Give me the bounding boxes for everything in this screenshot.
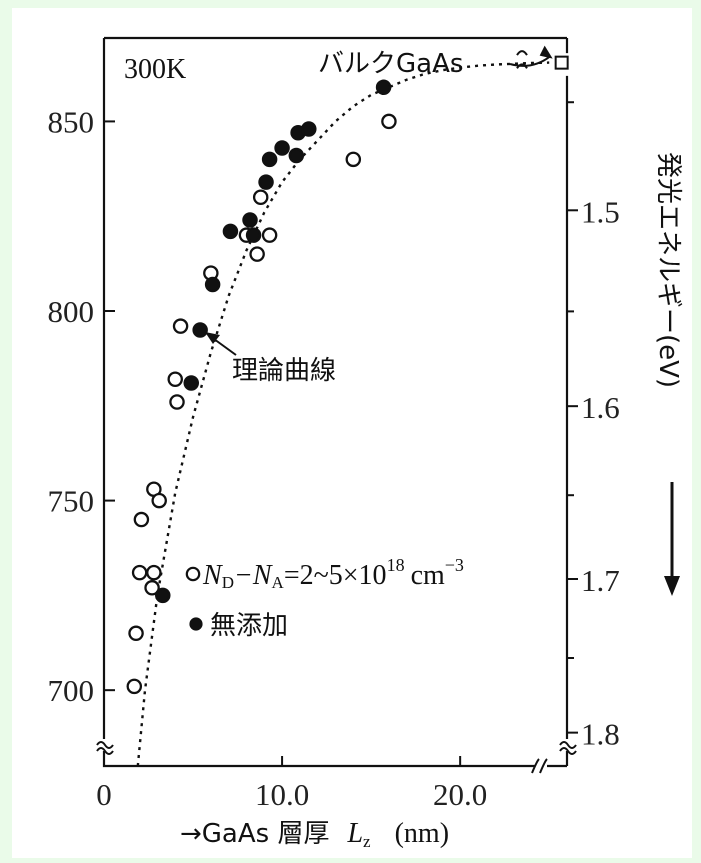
legend-doped-label: ND−NA=2~5×1018 cm−3 bbox=[202, 555, 464, 592]
filled-data-point bbox=[288, 147, 305, 164]
bulk-arrow-line bbox=[509, 55, 551, 67]
open-data-point bbox=[133, 511, 150, 528]
filled-data-point bbox=[222, 223, 239, 240]
legend-na-symbol: −N bbox=[234, 560, 273, 591]
labels-group: 700 750 800 850 0 10.0 20.0 1.5 1.6 1.7 1.8 300K バルク… bbox=[48, 49, 684, 851]
open-data-point bbox=[144, 580, 160, 596]
open-marker-series bbox=[126, 113, 397, 695]
x-axis-symbol: L bbox=[346, 818, 363, 849]
legend-unit: cm bbox=[411, 560, 445, 591]
filled-data-point bbox=[155, 587, 171, 604]
x-tick-label: 20.0 bbox=[433, 777, 487, 812]
y-tick-label: 850 bbox=[48, 104, 95, 139]
y2-tick-label: 1.6 bbox=[581, 390, 620, 425]
filled-data-point bbox=[375, 79, 392, 96]
filled-data-point bbox=[204, 276, 221, 293]
open-data-point bbox=[169, 394, 185, 410]
open-data-point bbox=[128, 625, 144, 642]
x-axis-unit: (nm) bbox=[395, 818, 449, 849]
x-axis-title: →GaAs 層厚 Lz (nm) bbox=[180, 818, 449, 851]
temperature-label: 300K bbox=[124, 54, 186, 85]
filled-data-point bbox=[261, 151, 278, 168]
y2-tick-label: 1.8 bbox=[581, 717, 620, 752]
bulk-arrow-head bbox=[539, 45, 553, 59]
legend-open-marker bbox=[185, 566, 201, 582]
legend-unit-exponent: −3 bbox=[445, 555, 464, 575]
legend-nd-symbol: N bbox=[202, 560, 223, 591]
curve-arrow-line bbox=[213, 338, 237, 356]
legend-nd-sub: D bbox=[222, 573, 234, 592]
theory-curve-label: 理論曲線 bbox=[232, 356, 336, 386]
axis-break-right bbox=[559, 741, 577, 755]
figure-paper bbox=[12, 8, 692, 858]
open-data-point bbox=[252, 189, 269, 205]
y2-tick-label: 1.7 bbox=[581, 563, 620, 598]
filled-data-point bbox=[274, 140, 290, 156]
bulk-gaas-marker bbox=[554, 55, 569, 70]
y-tick-label: 700 bbox=[48, 673, 95, 708]
open-data-point bbox=[151, 492, 167, 509]
curve-arrow-head bbox=[205, 332, 220, 344]
open-data-point bbox=[167, 371, 183, 387]
curve-break-mark bbox=[516, 50, 528, 69]
filled-data-point bbox=[245, 227, 262, 243]
legend-filled-marker bbox=[189, 617, 203, 631]
open-data-point bbox=[131, 564, 148, 581]
legend-na-sub: A bbox=[272, 573, 285, 592]
bulk-gaas-label: バルクGaAs bbox=[318, 49, 463, 79]
filled-data-point bbox=[183, 375, 200, 391]
open-data-point bbox=[381, 113, 397, 130]
open-data-point bbox=[261, 227, 278, 243]
x-axis-symbol-sub: z bbox=[363, 832, 371, 851]
y2-axis-title: 発光エネルギー(eV) bbox=[653, 152, 683, 388]
x-tick-label: 0 bbox=[96, 777, 112, 812]
filled-data-point bbox=[242, 212, 258, 228]
filled-data-point bbox=[301, 121, 317, 137]
filled-marker-series bbox=[155, 79, 392, 604]
filled-data-point bbox=[258, 174, 274, 190]
axis-break-bottom bbox=[531, 758, 548, 774]
axis-break-left bbox=[96, 741, 114, 755]
legend-value: =2~5×10 bbox=[284, 560, 387, 591]
theory-curve bbox=[136, 61, 550, 767]
x-axis-title-main: →GaAs 層厚 bbox=[180, 819, 329, 849]
x-tick-label: 10.0 bbox=[255, 777, 309, 812]
y-tick-label: 750 bbox=[48, 484, 95, 519]
y2-tick-label: 1.5 bbox=[581, 194, 620, 229]
open-data-point bbox=[345, 151, 362, 168]
legend-exponent: 18 bbox=[387, 555, 405, 575]
theory-curve-group bbox=[136, 61, 550, 767]
open-data-point bbox=[146, 564, 162, 581]
open-data-point bbox=[126, 678, 143, 695]
filled-data-point bbox=[192, 322, 208, 338]
open-data-point bbox=[249, 246, 265, 262]
legend-undoped-label: 無添加 bbox=[210, 611, 288, 641]
open-data-point bbox=[172, 318, 189, 334]
y-tick-label: 800 bbox=[48, 294, 95, 329]
axes-group bbox=[96, 36, 680, 774]
y2-arrow-head bbox=[664, 576, 680, 596]
